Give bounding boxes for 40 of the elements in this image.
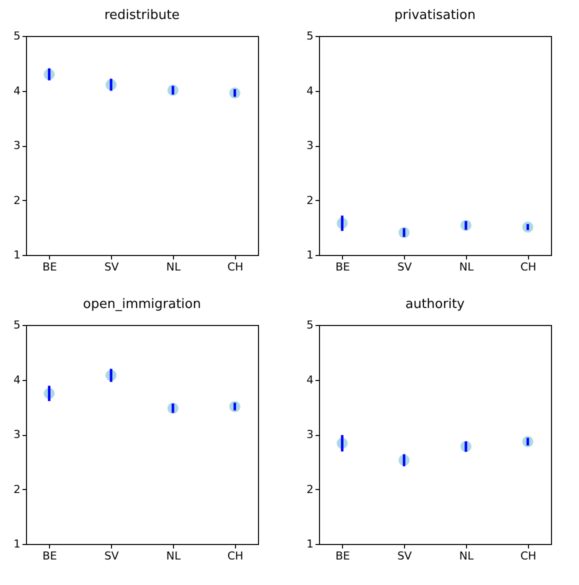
- chart-title: authority: [405, 297, 465, 312]
- x-tick-label: BE: [335, 260, 350, 274]
- y-tick-label: 3: [306, 139, 314, 152]
- y-tick-label: 5: [306, 318, 314, 332]
- y-tick-label: 5: [14, 318, 20, 332]
- y-tick-label: 5: [14, 30, 20, 42]
- y-tick-label: 3: [14, 139, 20, 152]
- y-tick-label: 1: [306, 538, 314, 550]
- chart-title: privatisation: [394, 8, 476, 23]
- x-tick-label: SV: [104, 550, 120, 562]
- y-tick-label: 2: [306, 482, 314, 496]
- chart-title: redistribute: [104, 8, 180, 23]
- x-tick-label: CH: [227, 260, 244, 274]
- x-tick-label: BE: [42, 260, 57, 274]
- x-tick-label: SV: [397, 550, 412, 562]
- y-tick-label: 3: [14, 428, 20, 441]
- x-tick-label: NL: [459, 550, 474, 562]
- y-tick-label: 4: [14, 84, 20, 98]
- y-tick-label: 5: [306, 30, 314, 42]
- y-tick-label: 4: [14, 373, 20, 386]
- x-tick-label: NL: [459, 260, 474, 274]
- chart-title: open_immigration: [83, 297, 201, 312]
- x-tick-label: CH: [227, 550, 244, 562]
- y-tick-label: 3: [306, 428, 314, 441]
- y-tick-label: 2: [14, 194, 20, 207]
- x-tick-label: BE: [335, 550, 350, 562]
- x-tick-label: SV: [397, 260, 412, 274]
- y-tick-label: 1: [14, 248, 20, 262]
- y-tick-label: 1: [306, 248, 314, 262]
- y-tick-label: 4: [306, 373, 314, 386]
- y-tick-label: 4: [306, 84, 314, 98]
- x-tick-label: NL: [166, 260, 182, 274]
- x-tick-label: SV: [104, 260, 120, 274]
- y-tick-label: 2: [14, 482, 20, 496]
- y-tick-label: 2: [306, 194, 314, 207]
- y-tick-label: 1: [14, 538, 20, 550]
- x-tick-label: NL: [166, 550, 182, 562]
- x-tick-label: CH: [520, 260, 536, 274]
- x-tick-label: CH: [520, 550, 536, 562]
- x-tick-label: BE: [42, 550, 57, 562]
